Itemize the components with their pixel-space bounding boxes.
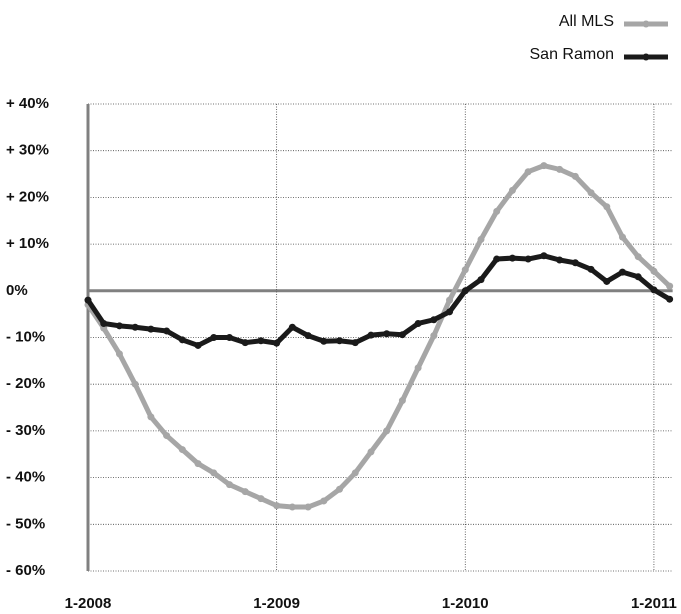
point xyxy=(163,327,171,335)
point xyxy=(524,255,532,263)
point xyxy=(383,330,391,338)
x-tick-label: 1-2008 xyxy=(65,595,112,612)
point xyxy=(634,273,642,281)
point xyxy=(115,322,123,330)
legend-label: San Ramon xyxy=(530,46,615,63)
point xyxy=(398,397,406,405)
y-tick-label: - 10% xyxy=(6,328,45,345)
point xyxy=(115,350,123,358)
point xyxy=(273,339,281,347)
point xyxy=(540,162,548,170)
point xyxy=(336,337,344,345)
point xyxy=(147,325,155,333)
point xyxy=(100,319,108,327)
point xyxy=(477,276,485,284)
point xyxy=(556,165,564,173)
point xyxy=(587,189,595,197)
point xyxy=(288,323,296,331)
y-tick-label: - 20% xyxy=(6,375,45,392)
series-line xyxy=(85,253,671,348)
legend-swatch xyxy=(642,20,650,28)
point xyxy=(603,277,611,285)
point xyxy=(446,308,454,316)
point xyxy=(257,495,265,503)
point xyxy=(194,460,202,468)
point xyxy=(320,497,328,505)
point xyxy=(650,286,658,294)
x-tick-label: 1-2009 xyxy=(253,595,300,612)
y-tick-label: + 30% xyxy=(6,142,49,159)
point xyxy=(571,259,579,267)
point xyxy=(618,268,626,276)
point xyxy=(84,296,92,304)
point xyxy=(225,334,233,341)
point xyxy=(414,319,422,327)
point xyxy=(508,186,516,194)
point xyxy=(634,253,642,261)
point xyxy=(430,316,438,324)
point xyxy=(446,296,454,304)
point xyxy=(320,337,328,345)
point xyxy=(508,254,516,262)
point xyxy=(524,168,532,176)
point xyxy=(414,364,422,372)
legend-swatch xyxy=(642,53,650,61)
y-tick-label: + 10% xyxy=(6,235,49,252)
point xyxy=(493,207,501,215)
point xyxy=(650,267,658,275)
point xyxy=(383,427,391,435)
y-tick-label: + 20% xyxy=(6,188,49,205)
point xyxy=(304,332,312,340)
point xyxy=(666,282,674,290)
legend-label: All MLS xyxy=(559,13,614,30)
point xyxy=(163,432,171,440)
point xyxy=(131,323,139,331)
point xyxy=(351,339,359,347)
point xyxy=(241,339,249,347)
y-tick-label: - 50% xyxy=(6,515,45,532)
point xyxy=(571,172,579,180)
y-tick-label: - 60% xyxy=(6,562,45,579)
point xyxy=(273,502,281,510)
point xyxy=(493,255,501,263)
point xyxy=(336,485,344,493)
point xyxy=(461,266,469,274)
point xyxy=(178,446,186,454)
point xyxy=(398,331,406,339)
y-tick-label: - 40% xyxy=(6,469,45,486)
point xyxy=(367,331,375,339)
point xyxy=(618,233,626,241)
point xyxy=(210,334,218,341)
point xyxy=(540,252,548,260)
point xyxy=(477,235,485,243)
point xyxy=(430,332,438,340)
y-tick-label: + 40% xyxy=(6,95,49,112)
point xyxy=(556,256,564,264)
x-tick-label: 1-2011 xyxy=(631,595,677,612)
point xyxy=(367,448,375,456)
point xyxy=(147,413,155,421)
point xyxy=(178,336,186,344)
point xyxy=(241,488,249,496)
x-tick-label: 1-2010 xyxy=(442,595,489,612)
point xyxy=(210,469,218,477)
y-tick-label: - 30% xyxy=(6,422,45,439)
point xyxy=(587,265,595,273)
point xyxy=(666,295,674,303)
y-tick-label: 0% xyxy=(6,282,28,299)
point xyxy=(461,287,469,295)
point xyxy=(351,469,359,477)
point xyxy=(194,341,202,349)
point xyxy=(288,503,296,511)
point xyxy=(257,337,265,345)
point xyxy=(225,481,233,489)
point xyxy=(131,380,139,388)
point xyxy=(603,203,611,211)
point xyxy=(304,503,312,511)
